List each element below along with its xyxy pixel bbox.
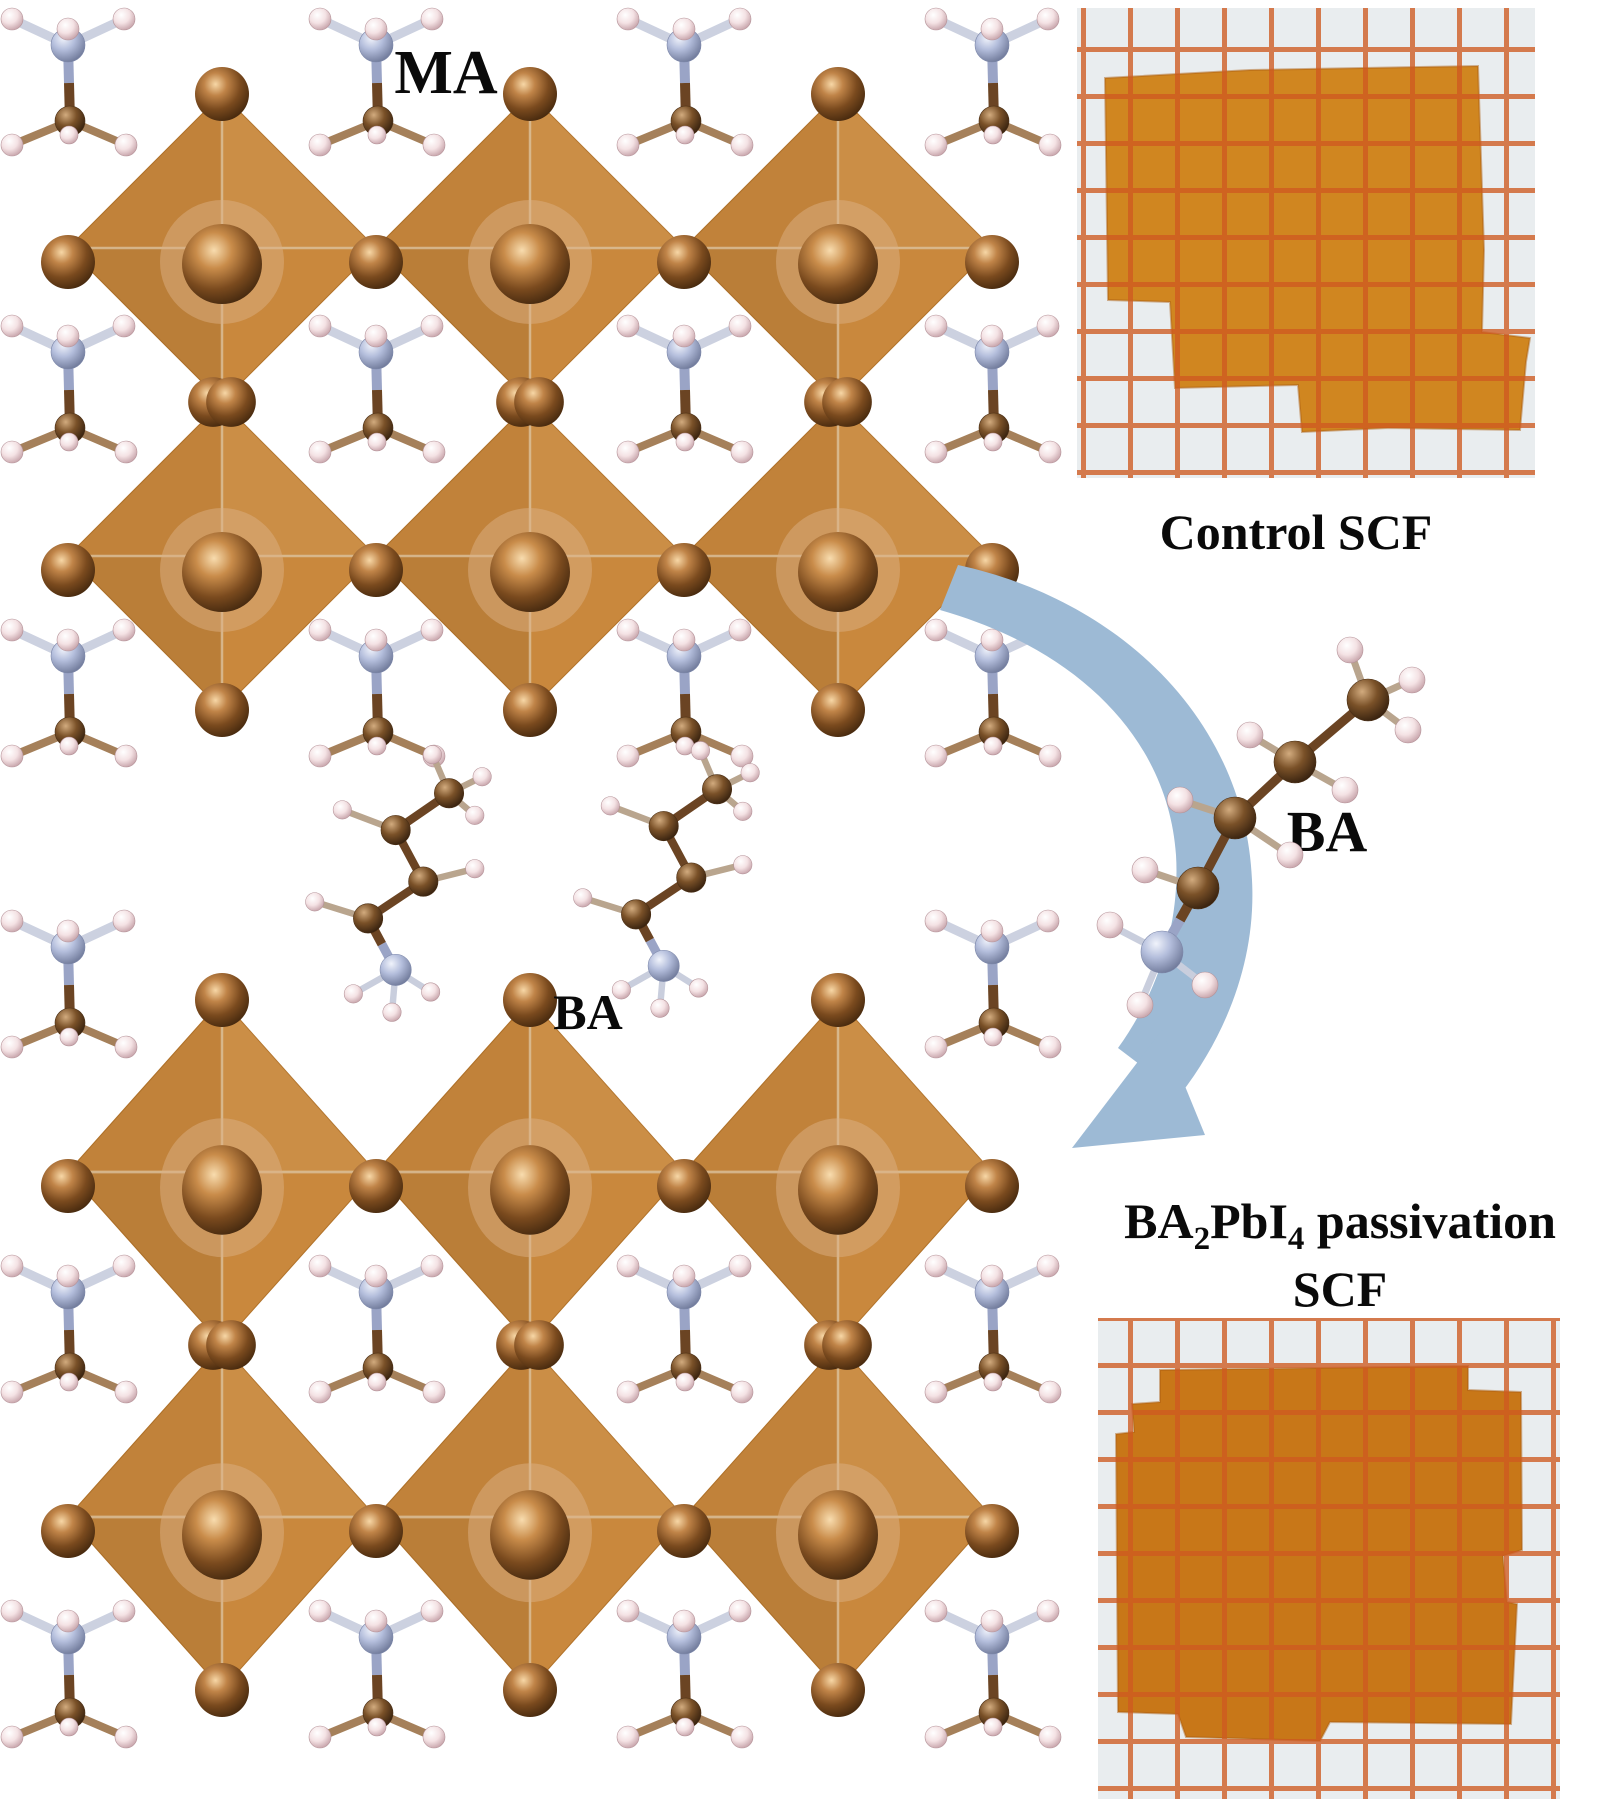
ba-molecule — [306, 745, 492, 1021]
iodide-atom — [41, 1159, 95, 1213]
iodide-atom — [811, 67, 865, 121]
control-scf-photo — [1077, 8, 1535, 478]
ma-molecule — [1, 315, 137, 463]
ma-molecule — [309, 1600, 445, 1748]
ba-molecule — [1096, 636, 1426, 1019]
iodide-atom — [657, 543, 711, 597]
ma-label: MA — [394, 39, 498, 107]
iodide-atom — [349, 1159, 403, 1213]
ba-label-structure: BA — [553, 984, 622, 1040]
ma-molecule — [617, 619, 753, 767]
ma-molecule — [925, 910, 1061, 1058]
iodide-atom — [349, 235, 403, 289]
ba-molecule — [574, 741, 760, 1017]
iodide-atom — [349, 1504, 403, 1558]
control-scf-caption: Control SCF — [1160, 504, 1433, 560]
ma-molecule — [1, 1600, 137, 1748]
iodide-atom — [811, 683, 865, 737]
iodide-atom — [514, 377, 564, 427]
iodide-atom — [965, 1159, 1019, 1213]
iodide-atom — [206, 377, 256, 427]
ma-molecule — [1, 1255, 137, 1403]
ma-molecule — [617, 315, 753, 463]
iodide-atom — [41, 543, 95, 597]
caption-part: passivation — [1304, 1193, 1556, 1249]
caption-part: PbI — [1210, 1193, 1288, 1249]
iodide-atom — [822, 1320, 872, 1370]
iodide-atom — [503, 1663, 557, 1717]
iodide-atom — [41, 235, 95, 289]
iodide-atom — [514, 1320, 564, 1370]
iodide-atom — [41, 1504, 95, 1558]
iodide-atom — [503, 67, 557, 121]
ma-molecule — [925, 8, 1061, 156]
ma-molecule — [309, 619, 445, 767]
passivated-scf-photo — [1098, 1318, 1560, 1799]
iodide-atom — [503, 683, 557, 737]
pbi6-octahedron — [66, 998, 378, 1346]
ma-molecule — [617, 8, 753, 156]
caption-part: BA — [1124, 1193, 1193, 1249]
iodide-atom — [965, 1504, 1019, 1558]
ma-molecule — [925, 1600, 1061, 1748]
ba-passivated-structure: BA — [1, 741, 1061, 1748]
ma-molecule — [1, 619, 137, 767]
iodide-atom — [349, 543, 403, 597]
ma-molecule — [925, 315, 1061, 463]
ma-molecule — [309, 1255, 445, 1403]
iodide-atom — [206, 1320, 256, 1370]
ma-perovskite-structure: MA — [1, 8, 1061, 767]
ma-molecule — [1, 910, 137, 1058]
iodide-atom — [195, 683, 249, 737]
iodide-atom — [195, 1663, 249, 1717]
iodide-atom — [195, 973, 249, 1027]
passivation-caption-line1: BA2PbI4 passivation — [1124, 1193, 1556, 1257]
iodide-atom — [811, 1663, 865, 1717]
ma-molecule — [617, 1600, 753, 1748]
arrowhead-icon — [1072, 1030, 1205, 1148]
ma-molecule — [309, 315, 445, 463]
iodide-atom — [811, 973, 865, 1027]
iodide-atom — [657, 1504, 711, 1558]
iodide-atom — [657, 235, 711, 289]
ma-molecule — [617, 1255, 753, 1403]
iodide-atom — [195, 67, 249, 121]
ma-molecule — [925, 1255, 1061, 1403]
iodide-atom — [822, 377, 872, 427]
graph-grid — [1098, 1318, 1560, 1799]
pbi6-octahedron — [374, 998, 686, 1346]
caption-subscript: 2 — [1194, 1221, 1211, 1257]
passivation-caption-line2: SCF — [1293, 1261, 1387, 1317]
ma-molecule — [1, 8, 137, 156]
iodide-atom — [965, 235, 1019, 289]
iodide-atom — [657, 1159, 711, 1213]
caption-subscript: 4 — [1288, 1221, 1305, 1257]
iodide-atom — [503, 973, 557, 1027]
graph-grid — [1077, 8, 1535, 478]
